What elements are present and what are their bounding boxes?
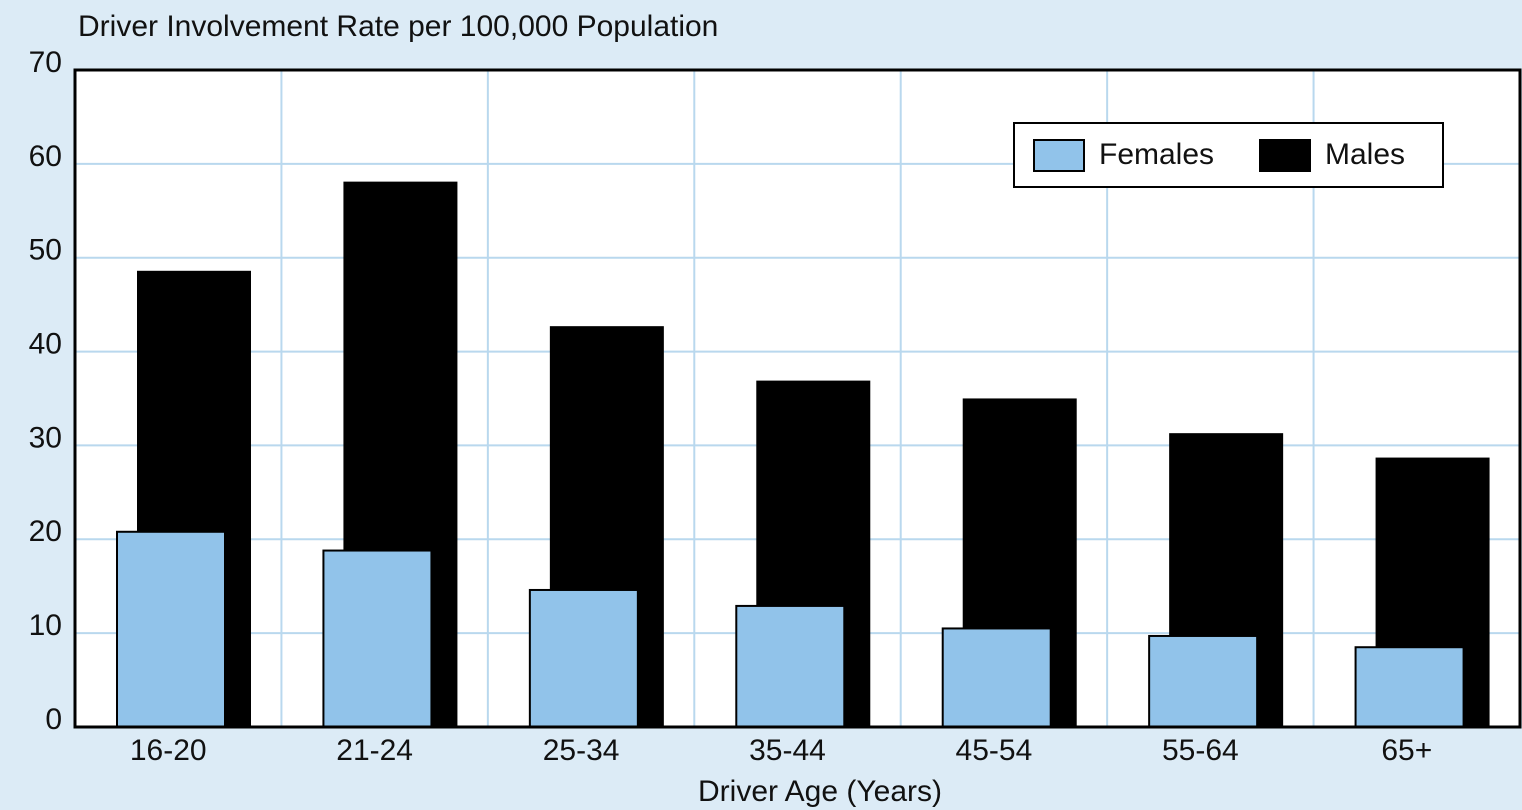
x-tick-label: 35-44 (749, 734, 826, 767)
bar (1354, 646, 1465, 729)
legend-box (1013, 122, 1444, 188)
x-tick-label: 25-34 (543, 734, 620, 767)
bar (116, 530, 226, 729)
y-tick-label: 30 (29, 421, 62, 454)
bar (1148, 634, 1259, 728)
bar (528, 588, 639, 728)
x-tick-label: 45-54 (956, 734, 1033, 767)
bar (735, 604, 846, 728)
legend-swatch (1033, 139, 1085, 172)
bar (941, 627, 1052, 729)
x-axis-title: Driver Age (Years) (698, 775, 942, 808)
y-tick-label: 20 (29, 515, 62, 548)
y-tick-label: 60 (29, 140, 62, 173)
legend: Females Males (1013, 122, 1444, 188)
y-tick-label: 10 (29, 609, 62, 642)
x-tick-label: 55-64 (1162, 734, 1239, 767)
plot-frame (73, 68, 1522, 729)
x-tick-label: 16-20 (130, 734, 207, 767)
bar (322, 549, 433, 729)
legend-label: Males (1325, 138, 1405, 171)
x-tick-label: 21-24 (336, 734, 413, 767)
y-tick-label: 0 (45, 703, 62, 736)
y-tick-label: 40 (29, 327, 62, 360)
chart-title: Driver Involvement Rate per 100,000 Popu… (78, 10, 718, 43)
y-tick-label: 50 (29, 234, 62, 267)
legend-swatch (1259, 139, 1311, 172)
y-tick-label: 70 (29, 46, 62, 79)
x-tick-label: 65+ (1381, 734, 1432, 767)
legend-label: Females (1099, 138, 1214, 171)
